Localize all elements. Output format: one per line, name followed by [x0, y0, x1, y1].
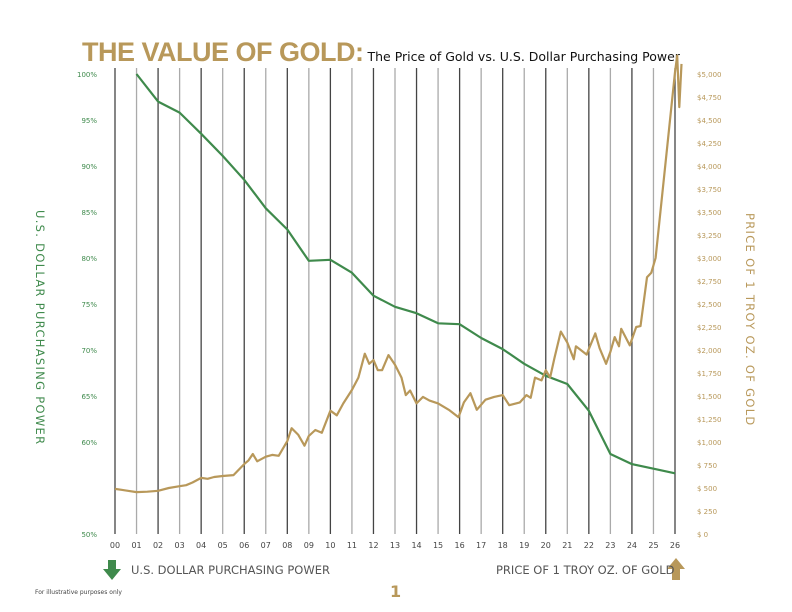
x-tick-label: 01: [131, 541, 141, 550]
arrow-down-icon: [103, 560, 121, 580]
chart-title: THE VALUE OF GOLD: The Price of Gold vs. …: [82, 37, 680, 68]
y-left-tick-label: 80%: [81, 255, 97, 263]
y-right-tick-label: $4,250: [697, 140, 722, 148]
x-tick-label: 22: [584, 541, 594, 550]
x-tick-label: 26: [670, 541, 680, 550]
dollar-purchasing-power-line: [135, 73, 676, 475]
x-tick-label: 12: [368, 541, 378, 550]
y-left-tick-label: 85%: [81, 209, 97, 217]
x-tick-label: 04: [196, 541, 206, 550]
y-right-tick-label: $3,500: [697, 209, 722, 217]
title-main: THE VALUE OF GOLD:: [82, 37, 364, 67]
x-tick-label: 15: [433, 541, 443, 550]
x-tick-label: 17: [476, 541, 486, 550]
y-left-tick-label: 100%: [77, 71, 97, 79]
title-subtitle: The Price of Gold vs. U.S. Dollar Purcha…: [367, 49, 680, 64]
x-tick-label: 23: [605, 541, 615, 550]
y-left-tick-label: 65%: [81, 393, 97, 401]
y-left-tick-label: 75%: [81, 301, 97, 309]
y-right-tick-label: $1,250: [697, 416, 722, 424]
y-right-tick-label: $3,750: [697, 186, 722, 194]
y-right-tick-label: $2,250: [697, 324, 722, 332]
x-tick-label: 08: [282, 541, 292, 550]
x-tick-label: 03: [175, 541, 185, 550]
y-right-tick-label: $4,500: [697, 117, 722, 125]
arrow-up-icon: [667, 558, 685, 580]
y-right-axis-title: PRICE OF 1 TROY OZ. OF GOLD: [743, 213, 757, 427]
y-right-tick-label: $2,500: [697, 301, 722, 309]
y-right-tick-label: $5,000: [697, 71, 722, 79]
x-tick-label: 24: [627, 541, 637, 550]
y-right-tick-label: $2,750: [697, 278, 722, 286]
y-right-tick-label: $ 500: [697, 485, 717, 493]
x-tick-label: 13: [390, 541, 400, 550]
y-left-tick-label: 90%: [81, 163, 97, 171]
x-tick-label: 07: [261, 541, 271, 550]
x-tick-label: 16: [455, 541, 465, 550]
x-tick-label: 25: [648, 541, 658, 550]
y-left-tick-label: 95%: [81, 117, 97, 125]
y-right-tick-label: $3,250: [697, 232, 722, 240]
x-tick-label: 06: [239, 541, 249, 550]
x-tick-label: 18: [498, 541, 508, 550]
x-tick-label: 14: [411, 541, 421, 550]
x-tick-label: 09: [304, 541, 314, 550]
y-right-tick-label: $ 0: [697, 531, 708, 539]
x-tick-label: 02: [153, 541, 163, 550]
y-right-tick-label: $1,500: [697, 393, 722, 401]
gold-price-line: [114, 54, 683, 494]
y-right-tick-label: $1,750: [697, 370, 722, 378]
x-tick-label: 05: [218, 541, 228, 550]
y-right-tick-label: $4,750: [697, 94, 722, 102]
legend-dollar-label: U.S. DOLLAR PURCHASING POWER: [131, 563, 330, 577]
y-right-tick-label: $2,000: [697, 347, 722, 355]
y-left-tick-label: 70%: [81, 347, 97, 355]
x-tick-label: 11: [347, 541, 357, 550]
y-right-tick-label: $ 250: [697, 508, 717, 516]
legend-gold-label: PRICE OF 1 TROY OZ. OF GOLD: [496, 563, 675, 577]
footnote: For illustrative purposes only: [35, 589, 122, 596]
x-tick-label: 21: [562, 541, 572, 550]
x-tick-label: 00: [110, 541, 120, 550]
x-tick-label: 20: [541, 541, 551, 550]
y-right-tick-label: $1,000: [697, 439, 722, 447]
y-left-tick-label: 50%: [81, 531, 97, 539]
y-right-tick-label: $4,000: [697, 163, 722, 171]
x-tick-label: 10: [325, 541, 335, 550]
y-right-tick-label: $3,000: [697, 255, 722, 263]
x-tick-label: 19: [519, 541, 529, 550]
page-number: 1: [390, 582, 402, 601]
y-right-tick-label: $ 750: [697, 462, 717, 470]
y-left-axis-title: U.S. DOLLAR PURCHASING POWER: [33, 210, 47, 445]
y-left-tick-label: 60%: [81, 439, 97, 447]
